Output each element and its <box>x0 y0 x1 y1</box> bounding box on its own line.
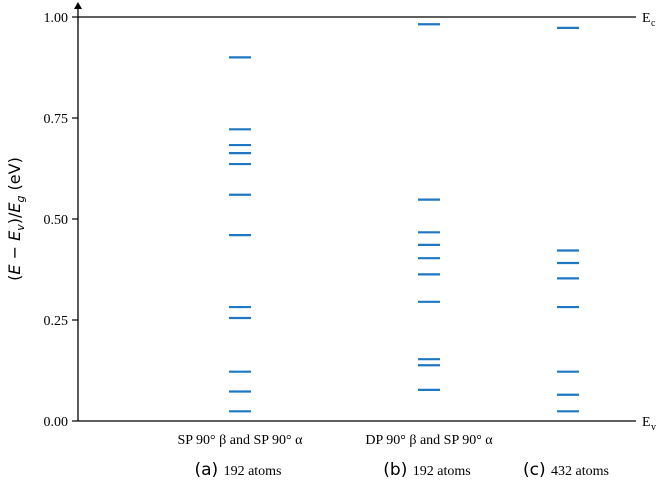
x-category-label: DP 90° β and SP 90° α <box>365 433 493 448</box>
y-tick-label: 0.25 <box>44 314 69 329</box>
panel-label: (a) 192 atoms <box>194 460 281 480</box>
panel-label: (b) 192 atoms <box>383 460 470 480</box>
y-tick-label: 1.00 <box>44 11 69 26</box>
x-category-label: SP 90° β and SP 90° α <box>178 433 304 448</box>
axes <box>74 2 636 422</box>
energy-levels <box>229 23 579 413</box>
y-ticks: 0.00 0.25 0.50 0.75 1.00 <box>44 11 78 430</box>
y-axis-arrow-icon <box>74 2 82 9</box>
x-labels: SP 90° β and SP 90° α (a) 192 atoms DP 90°… <box>178 433 609 480</box>
panel-label: (c) 432 atoms <box>523 460 609 480</box>
y-tick-label: 0.00 <box>44 415 69 430</box>
conduction-band-label: E c <box>642 11 656 29</box>
svg-text:E: E <box>642 11 651 26</box>
y-axis-label: (E − Ev)/Eg (eV) <box>5 157 27 281</box>
svg-text:v: v <box>651 422 656 433</box>
y-tick-label: 0.75 <box>44 112 69 127</box>
valence-band-label: E v <box>642 415 656 433</box>
svg-text:E: E <box>642 415 651 430</box>
svg-text:c: c <box>651 18 656 29</box>
y-tick-label: 0.50 <box>44 213 69 228</box>
